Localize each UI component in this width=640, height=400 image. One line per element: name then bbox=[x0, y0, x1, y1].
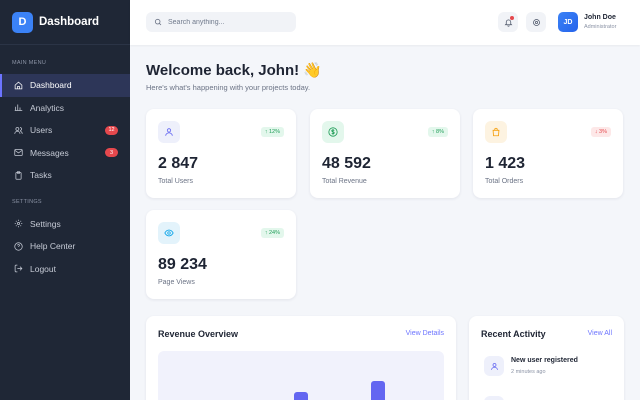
chart-bar bbox=[294, 392, 308, 400]
avatar[interactable]: JD bbox=[558, 12, 578, 32]
trend-badge: ↑ 12% bbox=[260, 127, 284, 137]
notification-dot bbox=[510, 16, 514, 20]
sidebar: D Dashboard MAIN MENU Dashboard Analytic… bbox=[0, 0, 130, 400]
sidebar-item-label: Help Center bbox=[30, 241, 76, 252]
stat-value: 48 592 bbox=[322, 155, 371, 172]
dollar-icon bbox=[322, 121, 344, 143]
stat-label: Total Orders bbox=[485, 178, 524, 185]
page-subtitle: Here's what's happening with your projec… bbox=[146, 83, 311, 92]
users-icon bbox=[158, 121, 180, 143]
trend-badge: ↑ 24% bbox=[260, 228, 284, 238]
logout-icon bbox=[14, 264, 23, 273]
sidebar-item-label: Dashboard bbox=[30, 80, 72, 91]
users-icon bbox=[14, 126, 23, 135]
mail-icon bbox=[14, 148, 23, 157]
brand[interactable]: D Dashboard bbox=[0, 0, 130, 45]
stat-card-revenue[interactable]: ↑ 8% 48 592 Total Revenue bbox=[310, 109, 460, 198]
stat-label: Total Users bbox=[158, 178, 194, 185]
panel-title: Revenue Overview bbox=[158, 329, 239, 339]
page-title: Welcome back, John! 👋 bbox=[146, 62, 322, 79]
sidebar-item-label: Messages bbox=[30, 147, 69, 158]
stat-value: 1 423 bbox=[485, 155, 526, 172]
sidebar-item-tasks[interactable]: Tasks bbox=[0, 164, 130, 187]
search-box[interactable] bbox=[146, 12, 296, 32]
stat-card-page-views[interactable]: ↑ 24% 89 234 Page Views bbox=[146, 210, 296, 299]
bar-chart-icon bbox=[14, 103, 23, 112]
shopping-bag-icon bbox=[485, 121, 507, 143]
home-icon bbox=[14, 81, 23, 90]
gear-icon bbox=[532, 18, 541, 27]
stat-value: 89 234 bbox=[158, 256, 207, 273]
gear-icon bbox=[14, 219, 23, 228]
user-name[interactable]: John Doe bbox=[584, 14, 616, 21]
sidebar-item-label: Analytics bbox=[30, 102, 65, 113]
chart-bar bbox=[371, 381, 385, 400]
view-all-link[interactable]: View All bbox=[587, 330, 612, 337]
help-icon bbox=[14, 242, 23, 251]
main-menu-label: MAIN MENU bbox=[12, 60, 47, 66]
sidebar-item-label: Tasks bbox=[30, 170, 52, 181]
trend-badge: ↑ 8% bbox=[427, 127, 448, 137]
search-input[interactable] bbox=[168, 18, 288, 26]
revenue-overview-panel: Revenue Overview View Details bbox=[146, 316, 456, 400]
bell-icon bbox=[504, 18, 513, 27]
sidebar-item-help-center[interactable]: Help Center bbox=[0, 235, 130, 258]
sidebar-item-messages[interactable]: Messages 3 bbox=[0, 142, 130, 165]
stat-card-users[interactable]: ↑ 12% 2 847 Total Users bbox=[146, 109, 296, 198]
stat-value: 2 847 bbox=[158, 155, 199, 172]
settings-button[interactable] bbox=[526, 12, 546, 32]
notifications-button[interactable] bbox=[498, 12, 518, 32]
sidebar-item-settings[interactable]: Settings bbox=[0, 213, 130, 236]
recent-activity-panel: Recent Activity View All New user regist… bbox=[469, 316, 624, 400]
brand-name: Dashboard bbox=[39, 16, 100, 28]
topbar: JD John Doe Administrator bbox=[130, 0, 640, 45]
revenue-chart bbox=[158, 351, 444, 400]
activity-title: New user registered bbox=[511, 357, 578, 364]
clipboard-icon bbox=[14, 171, 23, 180]
view-details-link[interactable]: View Details bbox=[405, 330, 444, 337]
trend-badge: ↓ 3% bbox=[590, 127, 611, 137]
user-role: Administrator bbox=[584, 24, 617, 30]
panel-title: Recent Activity bbox=[481, 329, 546, 339]
activity-icon-placeholder bbox=[484, 396, 504, 400]
stat-card-orders[interactable]: ↓ 3% 1 423 Total Orders bbox=[473, 109, 623, 198]
search-icon bbox=[154, 13, 162, 31]
sidebar-item-users[interactable]: Users 12 bbox=[0, 119, 130, 142]
sidebar-item-label: Settings bbox=[30, 218, 61, 229]
activity-time: 2 minutes ago bbox=[511, 369, 546, 375]
user-icon bbox=[484, 356, 504, 376]
stat-label: Total Revenue bbox=[322, 178, 367, 185]
stat-label: Page Views bbox=[158, 279, 195, 286]
sidebar-item-label: Users bbox=[30, 125, 53, 136]
messages-count-badge: 3 bbox=[105, 148, 118, 158]
brand-logo: D bbox=[12, 11, 33, 33]
sidebar-item-logout[interactable]: Logout bbox=[0, 258, 130, 281]
settings-section-label: SETTINGS bbox=[12, 198, 42, 205]
users-count-badge: 12 bbox=[105, 125, 118, 135]
sidebar-item-dashboard[interactable]: Dashboard bbox=[0, 74, 130, 97]
sidebar-item-label: Logout bbox=[30, 263, 56, 274]
eye-icon bbox=[158, 222, 180, 244]
sidebar-item-analytics[interactable]: Analytics bbox=[0, 97, 130, 120]
